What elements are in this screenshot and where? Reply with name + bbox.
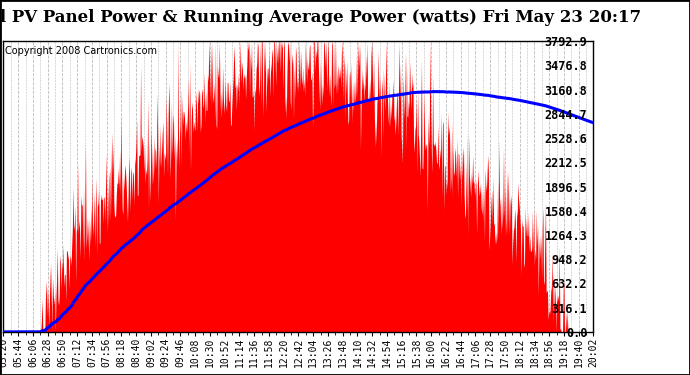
Text: Total PV Panel Power & Running Average Power (watts) Fri May 23 20:17: Total PV Panel Power & Running Average P… [0,9,641,26]
Text: Copyright 2008 Cartronics.com: Copyright 2008 Cartronics.com [6,46,157,56]
